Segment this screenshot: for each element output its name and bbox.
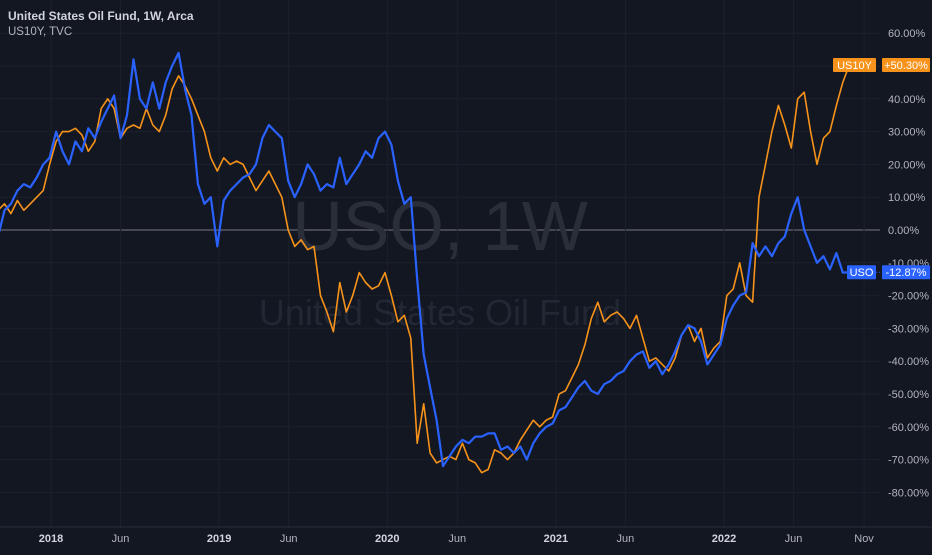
y-tick-label: 40.00%: [888, 94, 926, 106]
series-name-tag-label: US10Y: [837, 60, 873, 72]
y-tick-label: 10.00%: [888, 192, 926, 204]
x-axis: 2018 Jun 2019 Jun 2020 Jun 2021 Jun 2022 Jun Nov: [0, 526, 932, 545]
series-line-uso: [0, 51, 850, 468]
last-value-tag-uso: [882, 265, 930, 280]
y-tick-label: -30.00%: [888, 323, 929, 335]
y-tick-label: -70.00%: [888, 455, 929, 467]
last-value-tags: US10Y +50.30% USO -12.87%: [833, 58, 930, 280]
x-tick-label: 2022: [712, 533, 736, 545]
y-tick-label: -80.00%: [888, 487, 929, 499]
y-tick-label: 30.00%: [888, 127, 926, 139]
chart-title: United States Oil Fund, 1W, Arca: [8, 9, 194, 23]
y-tick-label: -40.00%: [888, 356, 929, 368]
series-name-tag-us10y: [833, 58, 876, 73]
y-tick-label: 0.00%: [888, 225, 919, 237]
grid: [0, 229, 880, 231]
last-value-label: -12.87%: [886, 267, 927, 279]
series-layer: [0, 51, 851, 474]
last-value-tag-us10y: [882, 58, 930, 73]
y-tick-label: 20.00%: [888, 159, 926, 171]
series-line-us10y: [0, 64, 851, 474]
watermark-name: United States Oil Fund: [259, 292, 621, 333]
x-tick-label: Jun: [785, 533, 803, 545]
watermark: USO, 1W United States Oil Fund: [259, 187, 621, 333]
y-tick-label: -50.00%: [888, 389, 929, 401]
chart-subtitle: US10Y, TVC: [8, 26, 73, 38]
x-tick-label: Jun: [617, 533, 635, 545]
last-value-label: +50.30%: [884, 60, 928, 72]
y-axis: 60.00%50.00%40.00%30.00%20.00%10.00%0.00…: [888, 28, 929, 499]
y-tick-label: -60.00%: [888, 422, 929, 434]
x-tick-label: Jun: [112, 533, 130, 545]
series-name-tag-uso: [847, 265, 876, 280]
x-tick-label: 2020: [375, 533, 399, 545]
x-tick-label: 2019: [207, 533, 231, 545]
x-tick-label: Jun: [280, 533, 298, 545]
y-tick-label: 60.00%: [888, 28, 926, 40]
series-name-tag-label: USO: [850, 267, 874, 279]
x-tick-label: Nov: [854, 533, 874, 545]
watermark-symbol: USO, 1W: [292, 187, 588, 265]
y-tick-label: -20.00%: [888, 291, 929, 303]
x-tick-label: 2021: [544, 533, 568, 545]
x-tick-label: Jun: [448, 533, 466, 545]
x-tick-label: 2018: [39, 533, 63, 545]
